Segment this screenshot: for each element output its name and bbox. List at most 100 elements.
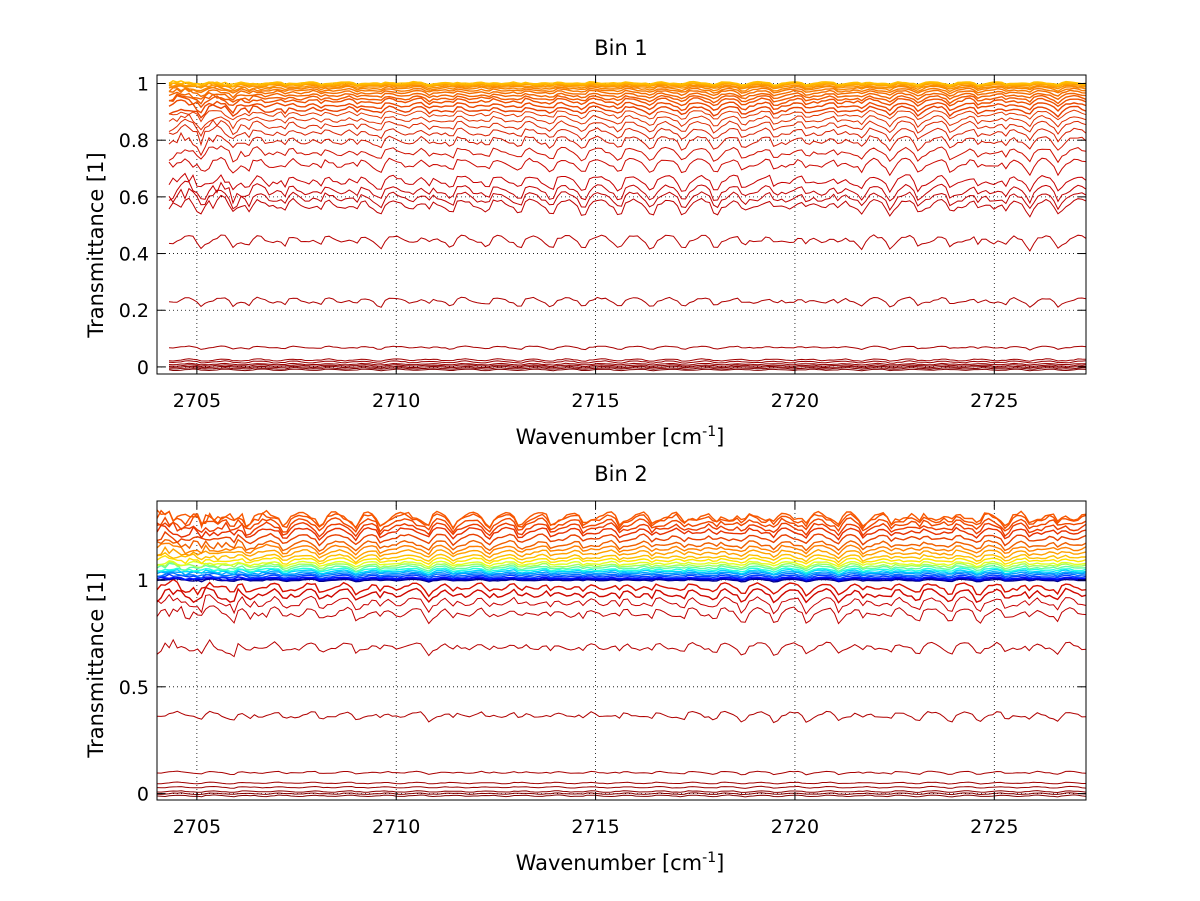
y-axis-label: Transmittance [1]: [84, 572, 108, 758]
y-tick-label: 0: [137, 357, 149, 379]
series-line: [168, 123, 1087, 147]
y-tick-label: 0.2: [119, 300, 149, 322]
series-line: [156, 576, 1087, 582]
ticks: 2705 2710 2715 2720 2725 0 0.2 0.4 0.6 0.8 1: [119, 74, 1086, 412]
axes-box: [156, 74, 1087, 375]
series-line: [156, 560, 1087, 568]
ticks: 2705 2710 2715 2720 2725 0 0.5 1: [119, 501, 1086, 838]
series-line: [168, 367, 1086, 370]
series-line: [168, 358, 1087, 362]
x-tick-label: 2725: [970, 390, 1018, 412]
x-tick-label: 2715: [571, 816, 619, 838]
series-line: [156, 509, 1087, 531]
x-tick-label: 2720: [771, 816, 819, 838]
x-tick-label: 2725: [970, 816, 1018, 838]
series-line: [156, 785, 1087, 789]
series-line: [168, 99, 1087, 115]
series-line: [156, 792, 1087, 796]
series-line: [168, 368, 1087, 372]
series-line: [156, 542, 1087, 556]
x-tick-label: 2710: [372, 390, 420, 412]
series-line: [168, 94, 1087, 109]
series-line: [168, 118, 1087, 138]
series-line: [156, 568, 1087, 576]
plot-title: Bin 1: [594, 36, 648, 60]
x-tick-label: 2710: [372, 816, 420, 838]
series-line: [168, 156, 1087, 177]
series-line: [156, 561, 1087, 571]
series-line: [156, 790, 1087, 794]
y-tick-label: 1: [137, 74, 149, 96]
series-line: [168, 85, 1087, 93]
series-line: [168, 345, 1087, 351]
series-line: [156, 770, 1087, 776]
series-group: [156, 509, 1087, 798]
plot-bin-1: Bin 1 2705 2710 2715 2720 2725 0 0.2 0.4 0.6 0.8 1…: [84, 36, 1087, 449]
series-line: [168, 104, 1087, 119]
series-line: [168, 83, 1087, 91]
series-line: [168, 187, 1087, 212]
y-tick-label: 0: [137, 784, 149, 806]
series-line: [156, 570, 1087, 577]
series-line: [156, 638, 1087, 658]
series-line: [168, 172, 1087, 194]
series-line: [156, 524, 1087, 542]
series-line: [156, 586, 1087, 604]
series-line: [168, 364, 1087, 368]
series-line: [168, 93, 1087, 105]
series-line: [156, 551, 1086, 564]
y-tick-label: 0.4: [119, 244, 149, 266]
series-line: [156, 562, 1087, 573]
series-line: [156, 593, 1087, 615]
series-line: [168, 234, 1087, 252]
y-tick-label: 1: [137, 570, 149, 592]
y-axis-label: Transmittance [1]: [84, 152, 108, 338]
series-line: [168, 80, 1087, 87]
y-tick-label: 0.8: [119, 130, 149, 152]
series-line: [157, 781, 1086, 785]
series-line: [168, 362, 1086, 366]
series-line: [168, 131, 1087, 157]
y-tick-label: 0.5: [119, 677, 149, 699]
series-line: [156, 545, 1087, 560]
series-line: [156, 538, 1087, 552]
series-line: [156, 577, 1086, 583]
plot-bin-2: Bin 2 2705 2710 2715 2720 2725 0 0.5 1 Wavenumb…: [84, 462, 1087, 875]
series-line: [168, 360, 1087, 364]
series-line: [156, 515, 1087, 534]
x-tick-label: 2715: [571, 390, 619, 412]
x-tick-label: 2720: [771, 390, 819, 412]
x-tick-label: 2705: [173, 390, 221, 412]
series-line: [156, 573, 1087, 580]
series-line: [168, 86, 1087, 95]
series-line: [156, 572, 1086, 578]
series-line: [156, 605, 1087, 625]
x-axis-label: Wavenumber [cm-1]: [516, 424, 725, 449]
axes-box: [156, 500, 1087, 801]
series-line: [156, 567, 1087, 574]
series-line: [156, 555, 1087, 566]
plot-title: Bin 2: [594, 462, 648, 486]
x-axis-label: Wavenumber [cm-1]: [516, 850, 725, 875]
y-tick-label: 0.6: [119, 187, 149, 209]
series-line: [156, 576, 1087, 581]
series-line: [156, 710, 1087, 724]
series-line: [156, 509, 1087, 530]
series-line: [168, 91, 1087, 101]
series-line: [156, 794, 1087, 798]
series-line: [168, 87, 1087, 99]
series-group: [168, 80, 1087, 372]
grid: [157, 501, 1086, 800]
grid: [157, 75, 1086, 374]
series-line: [168, 365, 1087, 369]
series-line: [168, 113, 1087, 131]
series-line: [168, 194, 1087, 218]
series-line: [156, 578, 1087, 598]
x-tick-label: 2705: [173, 816, 221, 838]
series-line: [168, 296, 1087, 308]
series-line: [168, 180, 1087, 205]
series-line: [156, 530, 1087, 547]
series-line: [168, 109, 1087, 123]
series-line: [156, 520, 1087, 538]
